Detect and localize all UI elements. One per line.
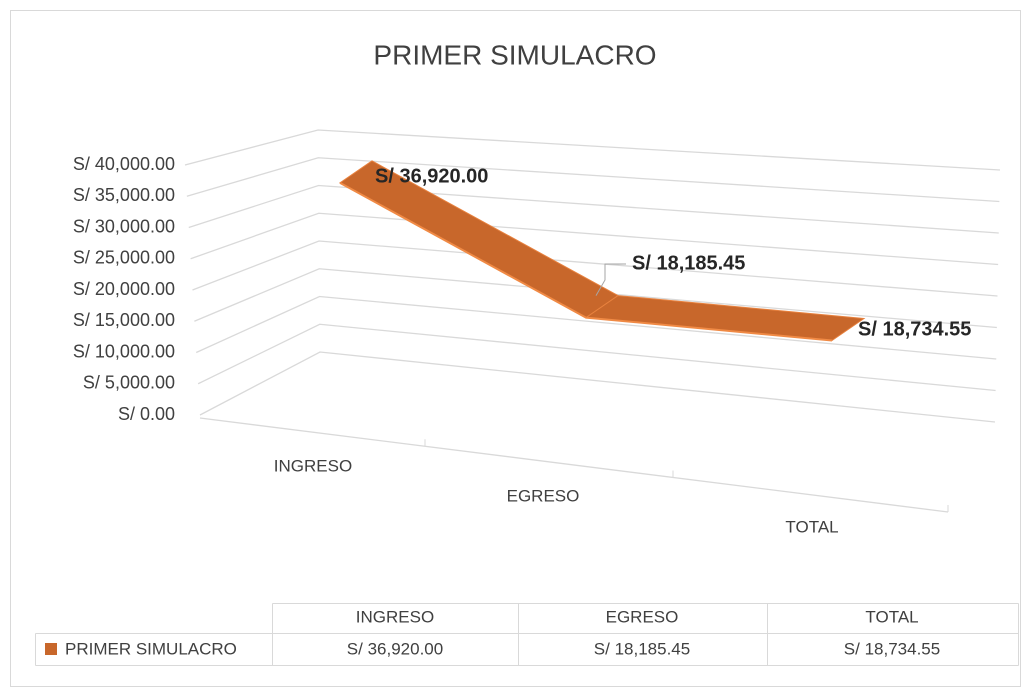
table-cell: S/ 36,920.00 (347, 639, 443, 658)
chart-border (10, 10, 1021, 687)
x-tick-label: EGRESO (507, 486, 580, 505)
legend-label: PRIMER SIMULACRO (65, 639, 237, 658)
grid-line (190, 212, 999, 266)
y-tick-label: S/ 40,000.00 (73, 154, 175, 174)
y-tick-label: S/ 35,000.00 (73, 185, 175, 205)
leader-line (595, 263, 626, 296)
grid-line (197, 323, 996, 392)
data-label: S/ 18,734.55 (858, 318, 971, 340)
grid-line (192, 240, 998, 297)
y-tick-label: S/ 0.00 (118, 404, 175, 424)
y-tick-label: S/ 20,000.00 (73, 279, 175, 299)
y-tick-label: S/ 5,000.00 (83, 373, 175, 393)
grid-line (194, 268, 997, 329)
table-cell: S/ 18,185.45 (594, 639, 690, 658)
x-axis-line (199, 417, 949, 513)
grid-line (186, 157, 1000, 203)
table-grid (35, 603, 1019, 666)
grid-line (188, 184, 999, 234)
data-table (35, 603, 1019, 666)
data-label: S/ 36,920.00 (375, 165, 488, 187)
chart-title: PRIMER SIMULACRO (373, 39, 656, 70)
y-tick-label: S/ 25,000.00 (73, 248, 175, 268)
grid-line (184, 129, 1001, 171)
grid-line (199, 351, 996, 423)
line (339, 181, 833, 342)
table-header: TOTAL (865, 607, 918, 626)
legend-swatch (45, 643, 57, 655)
table-cell: S/ 18,734.55 (844, 639, 940, 658)
table-header: INGRESO (356, 607, 434, 626)
y-tick-label: S/ 10,000.00 (73, 341, 175, 361)
x-tick-label: INGRESO (274, 456, 352, 475)
grid-line (195, 295, 997, 360)
x-tick-label: TOTAL (785, 517, 838, 536)
y-tick-label: S/ 30,000.00 (73, 216, 175, 236)
table-header: EGRESO (606, 607, 679, 626)
y-tick-label: S/ 15,000.00 (73, 310, 175, 330)
data-label: S/ 18,185.45 (632, 252, 745, 274)
